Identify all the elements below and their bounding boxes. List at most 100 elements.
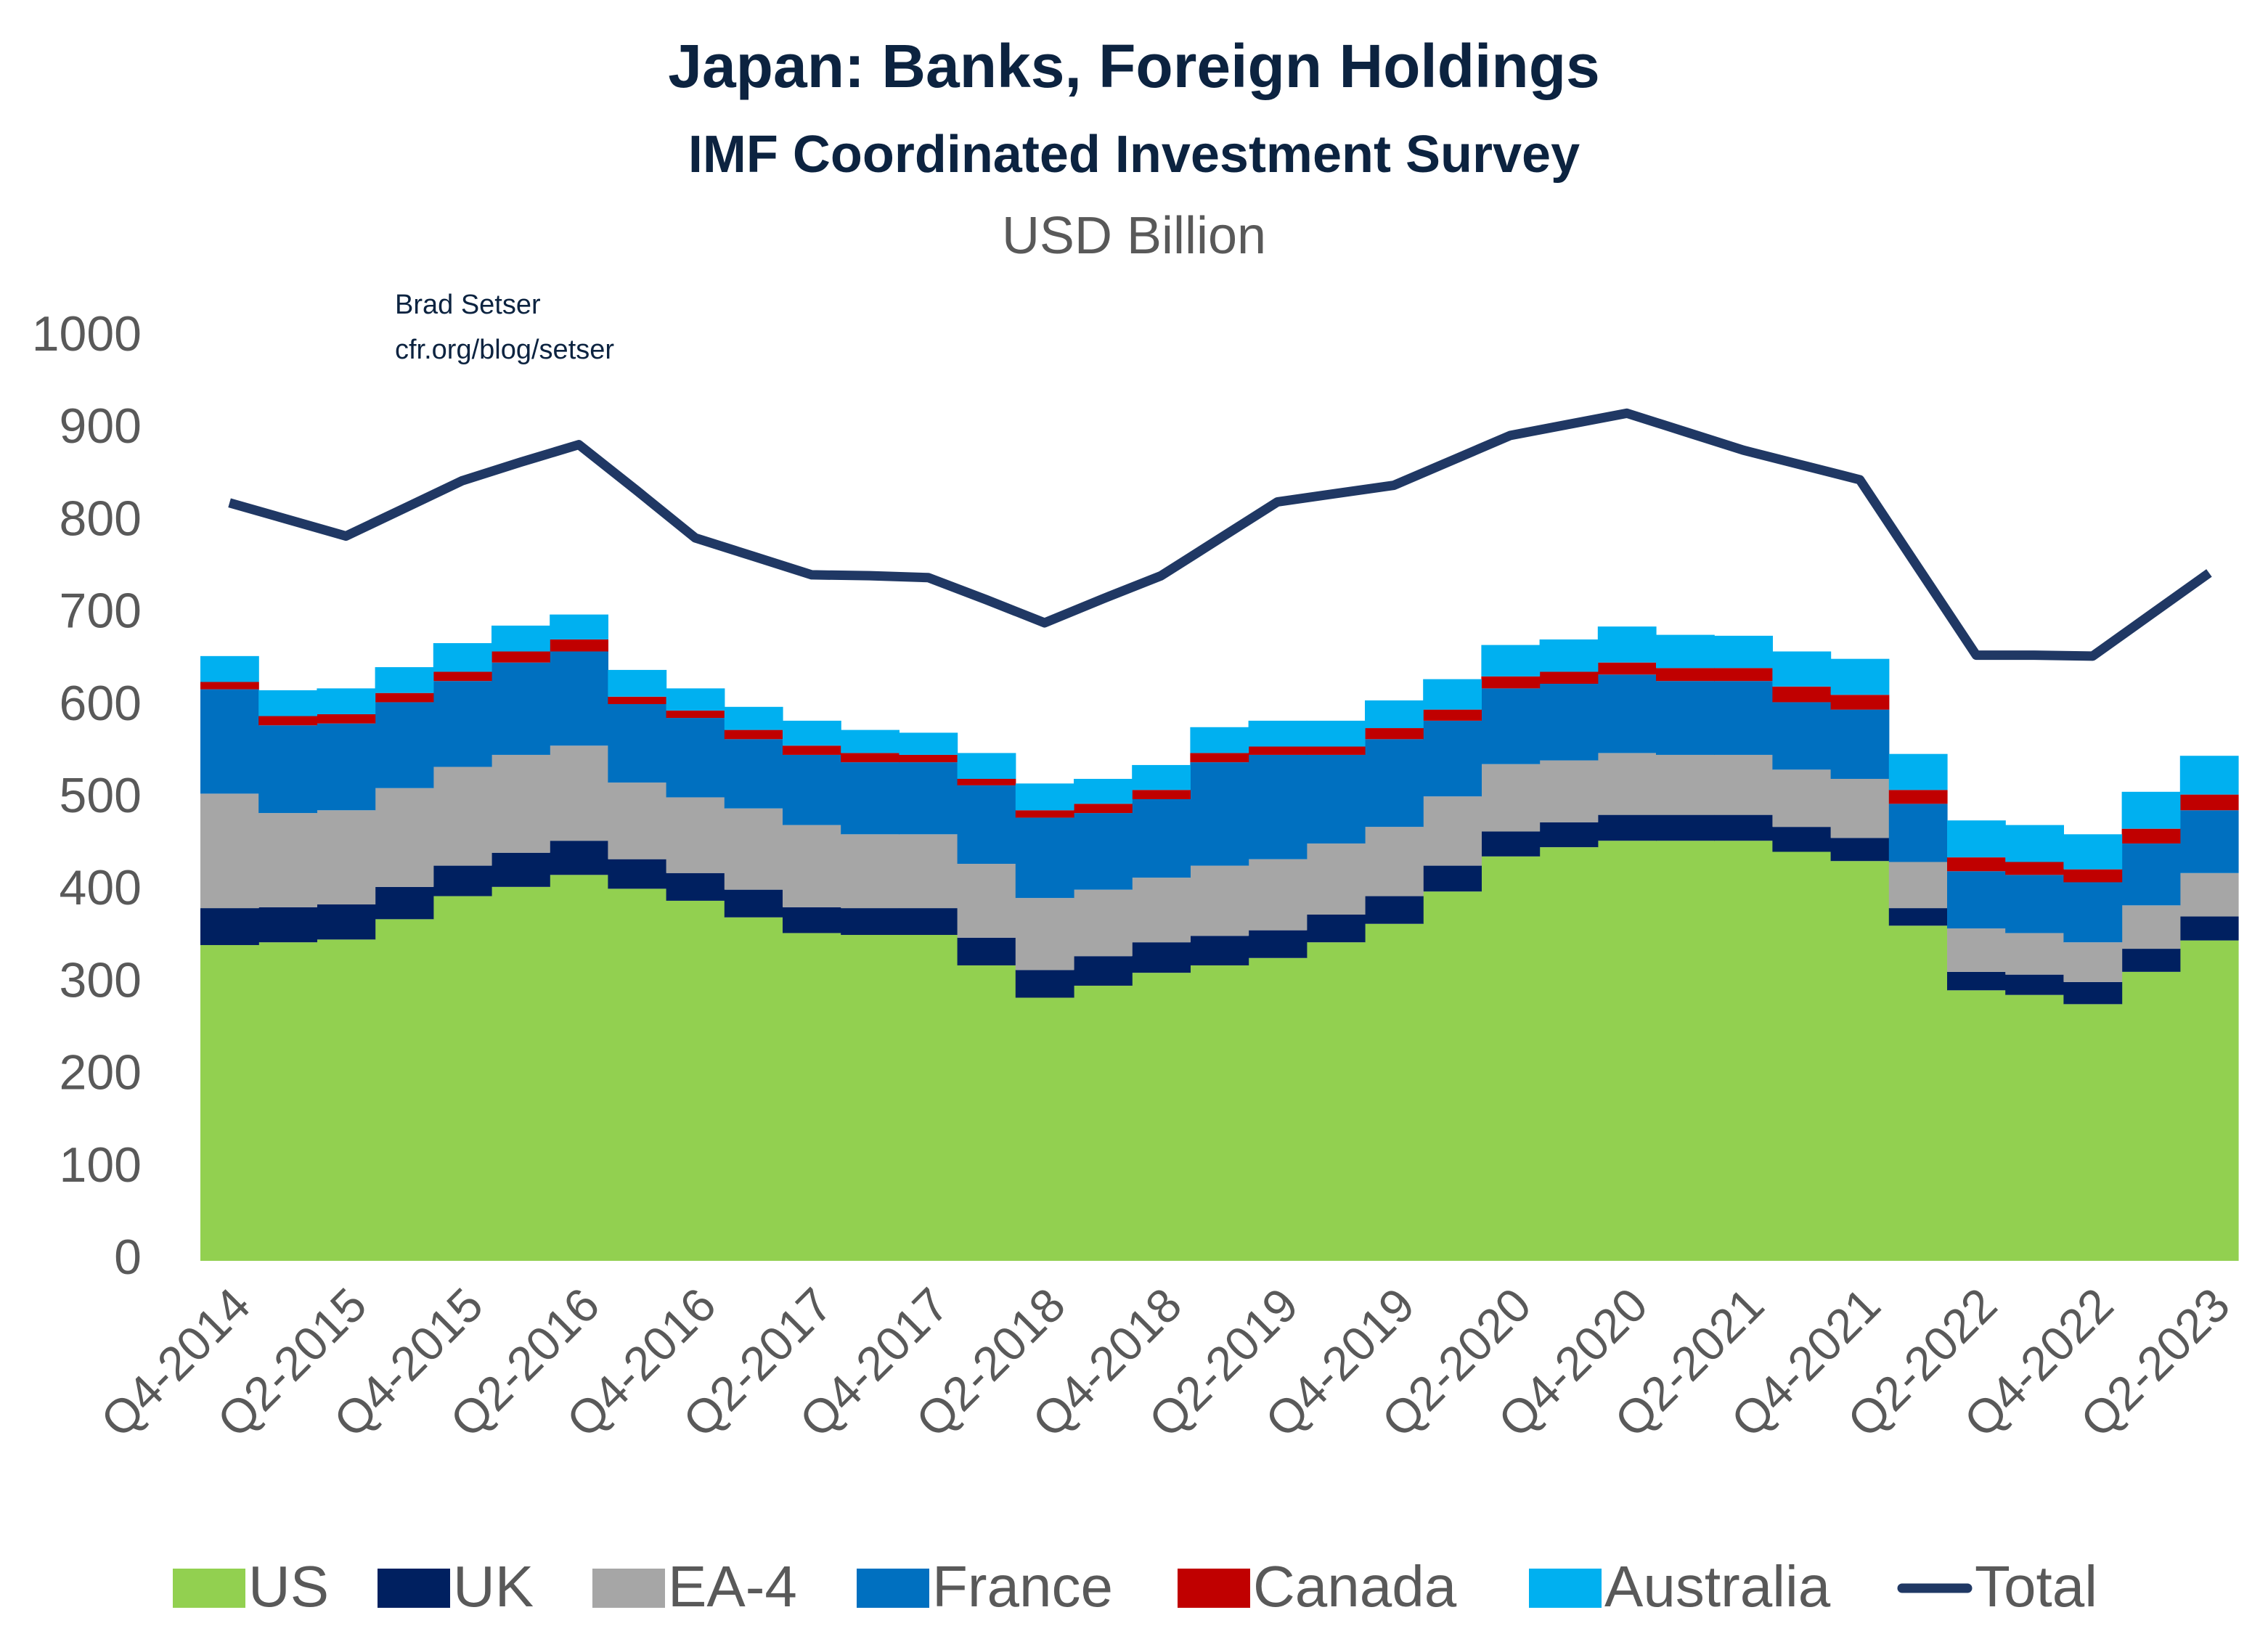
area-segment: [375, 886, 434, 920]
area-segment: [433, 896, 492, 1261]
area-segment: [491, 651, 550, 663]
area-segment: [1947, 928, 2006, 972]
area-segment: [1132, 790, 1191, 799]
area-segment: [1947, 990, 2006, 1261]
area-segment: [1481, 688, 1541, 764]
area-segment: [608, 703, 667, 783]
area-segment: [1830, 695, 1890, 710]
area-segment: [550, 841, 608, 875]
area-segment: [258, 690, 317, 716]
area-segment: [1074, 985, 1133, 1261]
area-segment: [317, 904, 376, 940]
area-segment: [1481, 645, 1541, 677]
area-segment: [1539, 822, 1599, 848]
area-segment: [724, 889, 783, 918]
area-segment: [957, 779, 1016, 785]
area-segment: [1074, 779, 1133, 804]
area-segment: [1947, 857, 2006, 872]
area-segment: [1714, 814, 1773, 841]
area-segment: [724, 729, 783, 740]
area-segment: [1597, 841, 1657, 1261]
area-segment: [899, 934, 958, 1261]
area-segment: [550, 614, 608, 639]
area-segment: [1539, 684, 1599, 761]
area-segment: [317, 810, 376, 905]
area-segment: [957, 965, 1016, 1261]
area-segment: [1888, 862, 1948, 909]
area-segment: [2005, 974, 2064, 995]
area-segment: [841, 834, 900, 909]
annotation: cfr.org/blog/setser: [395, 335, 614, 365]
area-segment: [375, 692, 434, 703]
area-segment: [1248, 859, 1308, 931]
area-segment: [375, 788, 434, 887]
area-segment: [433, 681, 492, 767]
area-segment: [2121, 905, 2181, 949]
area-segment: [550, 745, 608, 841]
area-segment: [1481, 831, 1541, 857]
area-segment: [1597, 674, 1657, 753]
area-segment: [1190, 936, 1249, 965]
area-segment: [666, 688, 725, 711]
legend-label: UK: [453, 1554, 534, 1619]
area-segment: [841, 934, 900, 1261]
y-tick-label: 600: [60, 676, 142, 731]
area-segment: [1132, 764, 1191, 790]
area-segment: [1074, 889, 1133, 957]
area-segment: [899, 908, 958, 935]
area-segment: [1248, 930, 1308, 958]
legend-swatch: [1178, 1569, 1250, 1608]
area-segment: [957, 864, 1016, 938]
area-segment: [1015, 783, 1074, 811]
area-segment: [1947, 971, 2006, 991]
area-segment: [317, 714, 376, 724]
y-tick-label: 1000: [32, 306, 142, 361]
area-segment: [1772, 851, 1832, 1261]
area-segment: [1365, 739, 1424, 827]
area-segment: [1656, 754, 1715, 815]
area-segment: [608, 859, 667, 889]
area-segment: [1423, 796, 1482, 866]
area-segment: [1656, 841, 1715, 1261]
area-segment: [1423, 679, 1482, 710]
area-segment: [899, 732, 958, 755]
area-segment: [258, 725, 317, 814]
area-segment: [841, 729, 900, 753]
area-segment: [1772, 686, 1832, 703]
area-segment: [1132, 878, 1191, 943]
area-segment: [666, 797, 725, 873]
area-segment: [1306, 754, 1366, 844]
area-segment: [724, 917, 783, 1261]
area-segment: [957, 937, 1016, 965]
area-segment: [841, 753, 900, 763]
area-segment: [666, 872, 725, 901]
area-segment: [1190, 965, 1249, 1261]
area-segment: [1656, 814, 1715, 841]
area-segment: [1714, 635, 1773, 669]
area-segment: [1830, 838, 1890, 862]
area-segment: [1888, 908, 1948, 926]
area-segment: [433, 671, 492, 682]
area-segment: [1888, 925, 1948, 1261]
area-segment: [1539, 639, 1599, 672]
area-segment: [2063, 1004, 2123, 1261]
area-segment: [375, 702, 434, 788]
area-segment: [2005, 862, 2064, 875]
area-segment: [724, 808, 783, 890]
area-segment: [899, 754, 958, 763]
area-segment: [1656, 668, 1715, 682]
area-segment: [608, 888, 667, 1261]
legend-label: Total: [1975, 1554, 2097, 1619]
legend-label: Canada: [1253, 1554, 1457, 1619]
area-segment: [1074, 804, 1133, 814]
area-segment: [1306, 843, 1366, 915]
legend-swatch: [857, 1569, 929, 1608]
legend-label: EA-4: [668, 1554, 797, 1619]
area-segment: [1190, 727, 1249, 753]
y-tick-label: 700: [60, 584, 142, 639]
area-segment: [1190, 865, 1249, 936]
area-segment: [666, 718, 725, 798]
area-segment: [1015, 817, 1074, 899]
chart-title: Japan: Banks, Foreign Holdings: [668, 32, 1600, 100]
area-segment: [1830, 861, 1890, 1261]
